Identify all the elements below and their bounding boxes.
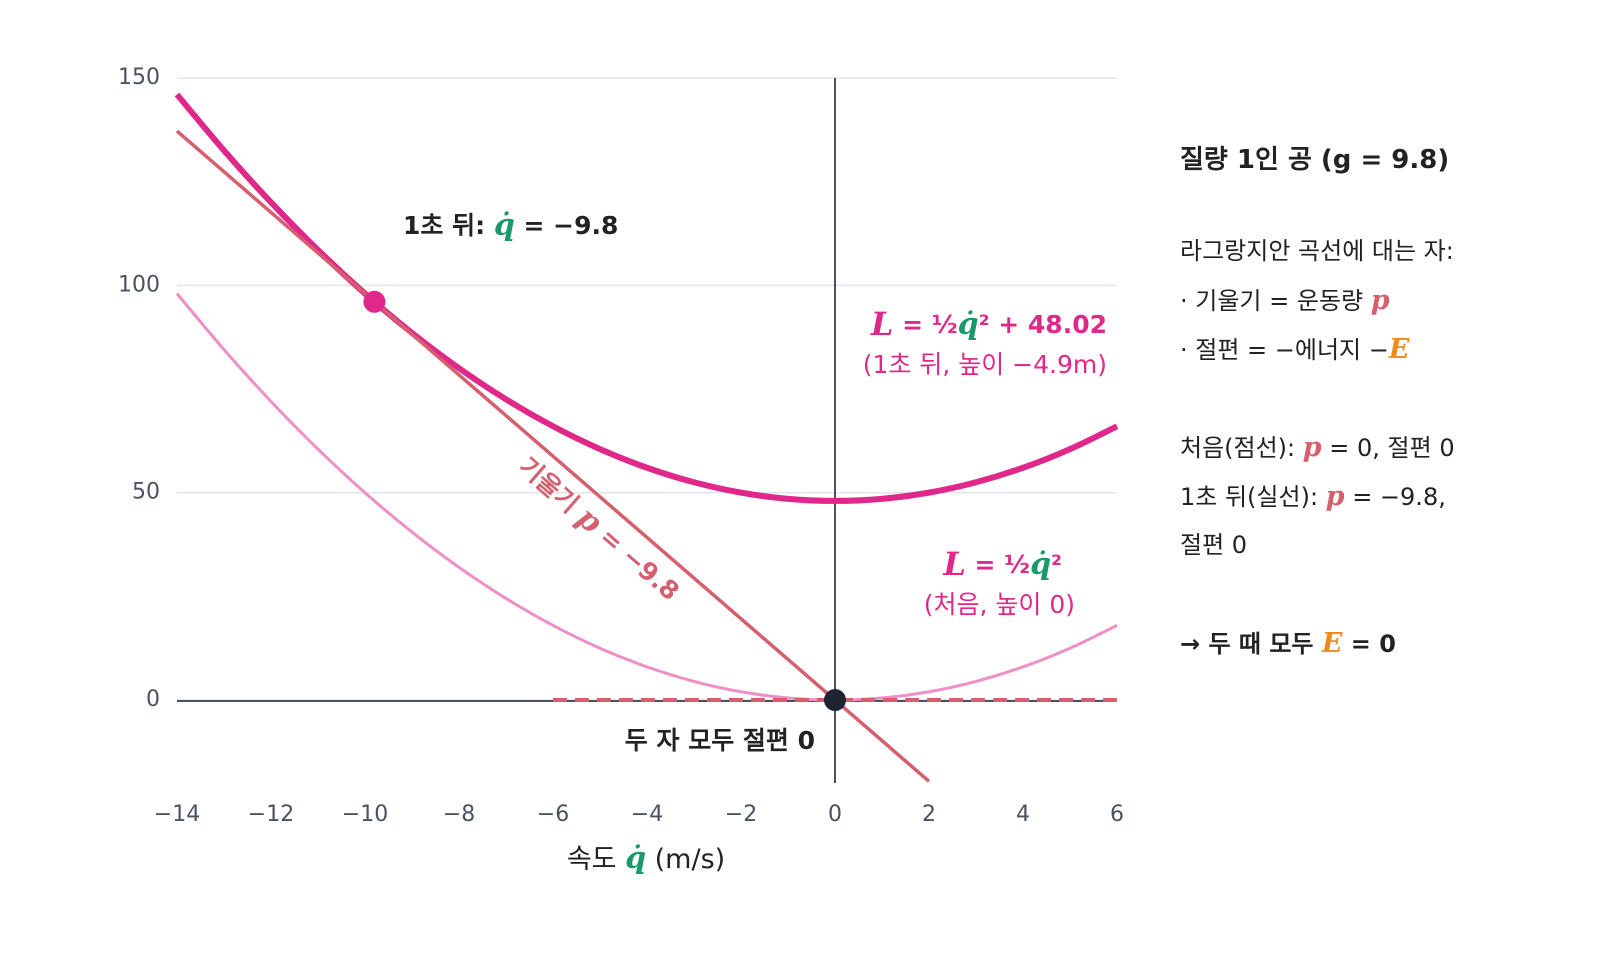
annotation: L = ½q̇²: [942, 545, 1062, 583]
x-tick-label: −10: [342, 802, 388, 827]
sidebar-line: 처음(점선): p = 0, 절편 0: [1180, 423, 1580, 472]
sidebar-text: = −9.8,: [1344, 483, 1446, 511]
x-tick-label: 4: [1016, 802, 1030, 827]
sidebar-line: [1180, 570, 1580, 619]
sidebar-line: 1초 뒤(실선): p = −9.8,: [1180, 472, 1580, 521]
sidebar: 질량 1인 공 (g = 9.8) 라그랑지안 곡선에 대는 자: · 기울기 =…: [1180, 108, 1580, 668]
x-tick-label: −4: [631, 802, 663, 827]
y-tick-label: 50: [132, 480, 160, 505]
sidebar-text: p: [1302, 432, 1322, 463]
sidebar-text: → 두 때 모두: [1180, 630, 1322, 658]
sidebar-text: · 절편 = −에너지 −: [1180, 336, 1389, 364]
sidebar-text: · 기울기 = 운동량: [1180, 287, 1371, 315]
curve: [175, 292, 1118, 702]
sidebar-line: → 두 때 모두 E = 0: [1180, 619, 1580, 668]
sidebar-text: 처음(점선):: [1180, 434, 1303, 462]
y-tick-label: 100: [118, 272, 160, 297]
sidebar-text: p: [1325, 481, 1345, 512]
annotation: L = ½q̇² + 48.02: [870, 305, 1107, 343]
sidebar-text: 절편 0: [1180, 531, 1248, 559]
sidebar-text: E: [1321, 628, 1343, 659]
x-tick-label: −2: [725, 802, 757, 827]
annotation: (1초 뒤, 높이 −4.9m): [863, 350, 1107, 379]
sidebar-text: p: [1370, 285, 1390, 316]
x-tick-label: −6: [537, 802, 569, 827]
sidebar-text: E: [1388, 334, 1410, 365]
curve: [174, 92, 1119, 504]
point: [363, 290, 386, 313]
x-tick-label: −8: [443, 802, 475, 827]
annotation: 1초 뒤: q̇ = −9.8: [403, 208, 618, 243]
sidebar-line: 라그랑지안 곡선에 대는 자:: [1180, 227, 1580, 276]
y-tick-label: 150: [118, 65, 160, 90]
sidebar-line: 절편 0: [1180, 521, 1580, 570]
point: [824, 689, 846, 712]
annotation: 두 자 모두 절편 0: [625, 726, 815, 755]
sidebar-title: 질량 1인 공 (g = 9.8): [1180, 145, 1450, 175]
sidebar-text: 1초 뒤(실선):: [1180, 483, 1326, 511]
x-tick-label: 6: [1110, 802, 1124, 827]
x-axis-label: 속도 q̇ (m/s): [567, 841, 725, 876]
annotation: (처음, 높이 0): [924, 590, 1075, 619]
sidebar-text: = 0, 절편 0: [1321, 434, 1455, 462]
sidebar-line: [1180, 374, 1580, 423]
sidebar-text: 라그랑지안 곡선에 대는 자:: [1180, 237, 1454, 265]
sidebar-text: = 0: [1342, 630, 1396, 658]
x-tick-label: 2: [922, 802, 936, 827]
curve: [175, 129, 931, 783]
x-tick-label: 0: [828, 802, 842, 827]
y-tick-label: 0: [146, 687, 160, 712]
x-tick-label: −12: [248, 802, 294, 827]
x-tick-label: −14: [154, 802, 200, 827]
sidebar-line: · 기울기 = 운동량 p: [1180, 276, 1580, 325]
sidebar-line: · 절편 = −에너지 −E: [1180, 325, 1580, 374]
